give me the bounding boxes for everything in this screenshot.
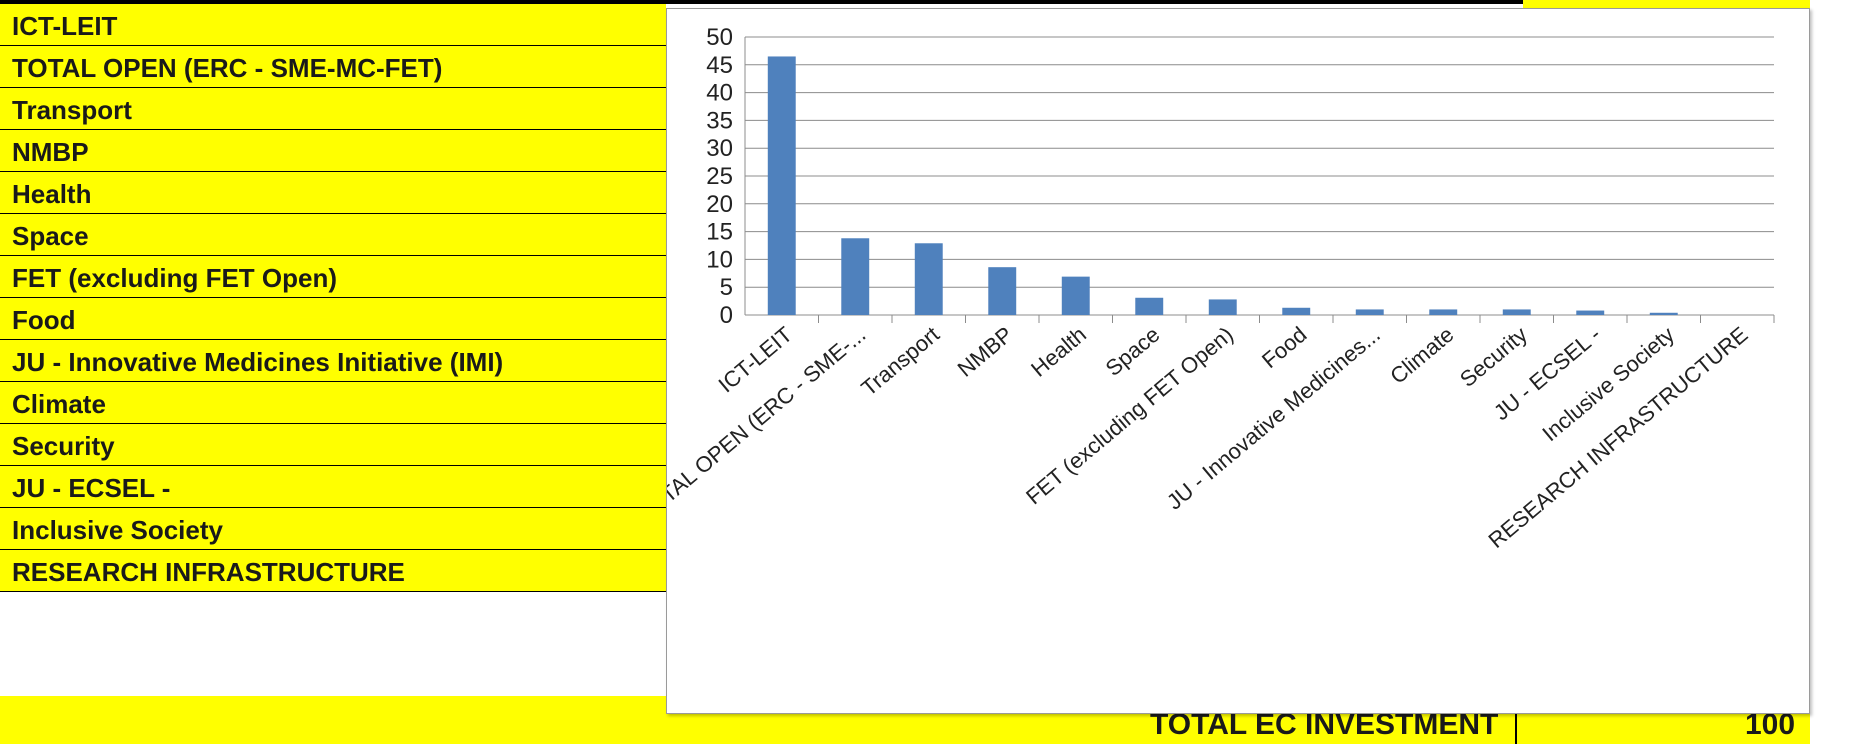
sheet-top-border	[0, 0, 1523, 4]
bar[interactable]	[841, 238, 870, 315]
sheet-row[interactable]: Food	[0, 298, 666, 340]
row-label: Health	[12, 179, 92, 209]
row-label: JU - Innovative Medicines Initiative (IM…	[12, 347, 504, 377]
row-label: Security	[12, 431, 115, 461]
row-label: TOTAL OPEN (ERC - SME-MC-FET)	[12, 53, 443, 83]
bar[interactable]	[1282, 307, 1311, 315]
row-label: Climate	[12, 389, 106, 419]
bar[interactable]	[988, 267, 1017, 315]
sheet-row[interactable]: Transport	[0, 88, 666, 130]
category-label: Climate	[1385, 322, 1458, 389]
sheet-row[interactable]: JU - Innovative Medicines Initiative (IM…	[0, 340, 666, 382]
row-label: ICT-LEIT	[12, 11, 118, 41]
sheet-row[interactable]: JU - ECSEL -	[0, 466, 666, 508]
bar-chart[interactable]: 0 5 10 15 20 25 30 35 40 45 50 ICT-LEIT TOTAL OPEN (…	[666, 8, 1810, 714]
y-tick-label: 45	[706, 52, 733, 79]
y-tick-label: 5	[720, 274, 733, 301]
category-label: Food	[1257, 322, 1311, 373]
category-label: Space	[1101, 322, 1165, 381]
y-tick-label: 20	[706, 191, 733, 218]
y-tick-label: 50	[706, 24, 733, 51]
sheet-row[interactable]: NMBP	[0, 130, 666, 172]
category-label: RESEARCH INFRASTRUCTURE	[1484, 322, 1753, 553]
category-label: Inclusive Society	[1537, 322, 1679, 446]
sheet-row[interactable]: Health	[0, 172, 666, 214]
sheet-row[interactable]: Security	[0, 424, 666, 466]
bar[interactable]	[914, 243, 943, 315]
sheet-row[interactable]: RESEARCH INFRASTRUCTURE	[0, 550, 666, 592]
y-tick-label: 40	[706, 80, 733, 107]
row-label: RESEARCH INFRASTRUCTURE	[12, 557, 405, 587]
y-tick-label: 0	[720, 302, 733, 329]
row-label: NMBP	[12, 137, 89, 167]
bar[interactable]	[1429, 309, 1458, 315]
sheet-row[interactable]: ICT-LEIT	[0, 4, 666, 46]
row-label: Food	[12, 305, 76, 335]
y-tick-label: 15	[706, 219, 733, 246]
y-tick-label: 10	[706, 246, 733, 273]
bar[interactable]	[1208, 299, 1237, 315]
sheet-row[interactable]: Space	[0, 214, 666, 256]
sheet-row[interactable]: FET (excluding FET Open)	[0, 256, 666, 298]
bar[interactable]	[1502, 309, 1531, 315]
row-label: Transport	[12, 95, 132, 125]
bar[interactable]	[767, 56, 796, 316]
sheet-row[interactable]: TOTAL OPEN (ERC - SME-MC-FET)	[0, 46, 666, 88]
bar[interactable]	[1649, 312, 1678, 315]
y-tick-label: 25	[706, 163, 733, 190]
bar[interactable]	[1355, 309, 1384, 315]
row-label: JU - ECSEL -	[12, 473, 171, 503]
header-cell	[1523, 0, 1810, 8]
bar[interactable]	[1576, 310, 1605, 315]
total-divider	[1515, 696, 1517, 744]
y-tick-label: 35	[706, 107, 733, 134]
bar[interactable]	[1135, 297, 1164, 315]
category-label: Health	[1026, 322, 1091, 382]
bar[interactable]	[1061, 276, 1090, 315]
y-tick-label: 30	[706, 135, 733, 162]
row-label: Space	[12, 221, 89, 251]
sheet-row[interactable]: Climate	[0, 382, 666, 424]
sheet-row[interactable]: Inclusive Society	[0, 508, 666, 550]
category-label: Transport	[856, 322, 944, 401]
row-label: Inclusive Society	[12, 515, 223, 545]
category-label: NMBP	[953, 322, 1018, 382]
row-label: FET (excluding FET Open)	[12, 263, 337, 293]
